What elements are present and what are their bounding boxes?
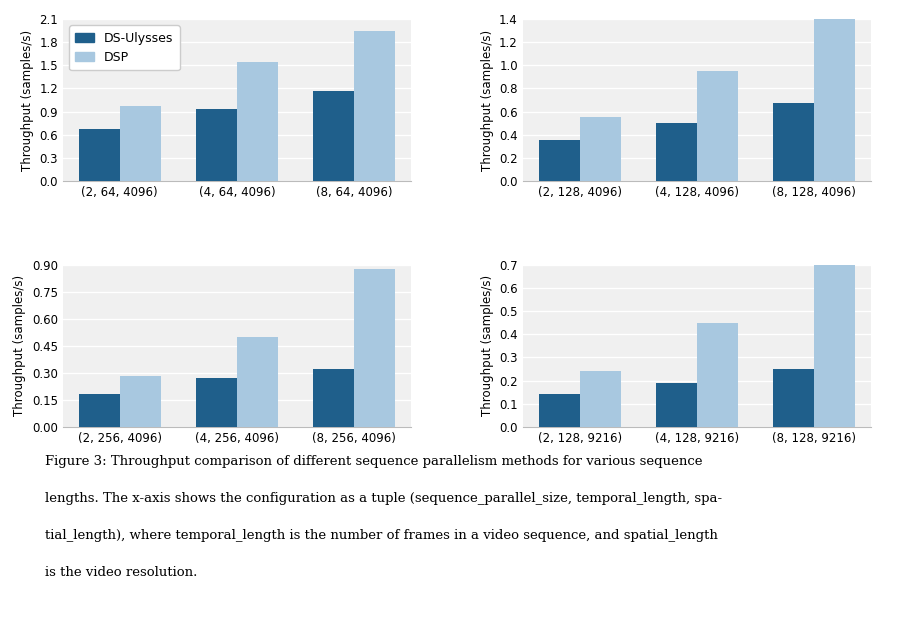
Bar — [697, 323, 738, 427]
Bar — [539, 140, 579, 181]
Bar — [579, 117, 621, 181]
Bar — [119, 106, 161, 181]
Bar — [773, 369, 814, 427]
Bar — [313, 90, 355, 181]
Bar — [656, 123, 697, 181]
Bar — [313, 369, 355, 427]
Text: Figure 3: Throughput comparison of different sequence parallelism methods for va: Figure 3: Throughput comparison of diffe… — [45, 455, 702, 468]
Bar — [579, 371, 621, 427]
Bar — [656, 383, 697, 427]
Bar — [814, 261, 855, 427]
Bar — [237, 62, 278, 181]
Y-axis label: Throughput (samples/s): Throughput (samples/s) — [480, 275, 494, 417]
Bar — [196, 109, 237, 181]
Bar — [119, 376, 161, 427]
Y-axis label: Throughput (samples/s): Throughput (samples/s) — [21, 29, 34, 171]
Bar — [79, 129, 119, 181]
Y-axis label: Throughput (samples/s): Throughput (samples/s) — [13, 275, 26, 417]
Y-axis label: Throughput (samples/s): Throughput (samples/s) — [480, 29, 494, 171]
Bar — [814, 17, 855, 181]
Bar — [79, 394, 119, 427]
Legend: DS-Ulysses, DSP: DS-Ulysses, DSP — [69, 25, 180, 70]
Bar — [237, 337, 278, 427]
Bar — [355, 269, 395, 427]
Text: lengths. The x-axis shows the configuration as a tuple (sequence_parallel_size, : lengths. The x-axis shows the configurat… — [45, 492, 722, 505]
Bar — [539, 394, 579, 427]
Bar — [773, 103, 814, 181]
Text: is the video resolution.: is the video resolution. — [45, 566, 198, 579]
Bar — [355, 31, 395, 181]
Bar — [697, 71, 738, 181]
Text: tial_length), where temporal_length is the number of frames in a video sequence,: tial_length), where temporal_length is t… — [45, 529, 718, 542]
Bar — [196, 378, 237, 427]
